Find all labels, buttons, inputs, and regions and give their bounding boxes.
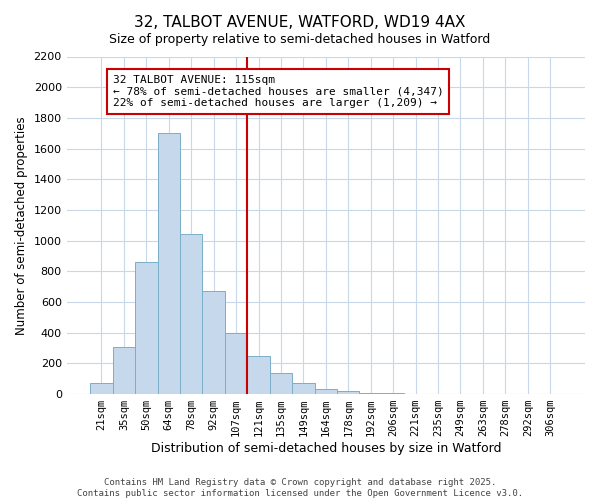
Bar bbox=[225, 332, 247, 394]
Text: 32 TALBOT AVENUE: 115sqm
← 78% of semi-detached houses are smaller (4,347)
22% o: 32 TALBOT AVENUE: 115sqm ← 78% of semi-d… bbox=[113, 75, 443, 108]
Bar bbox=[202, 292, 225, 394]
Y-axis label: Number of semi-detached properties: Number of semi-detached properties bbox=[15, 116, 28, 334]
Bar bbox=[292, 382, 314, 394]
Bar bbox=[247, 356, 270, 394]
Text: Contains HM Land Registry data © Crown copyright and database right 2025.
Contai: Contains HM Land Registry data © Crown c… bbox=[77, 478, 523, 498]
X-axis label: Distribution of semi-detached houses by size in Watford: Distribution of semi-detached houses by … bbox=[151, 442, 501, 455]
Bar bbox=[158, 133, 180, 394]
Bar bbox=[270, 372, 292, 394]
Bar bbox=[314, 388, 337, 394]
Bar bbox=[113, 346, 135, 394]
Bar bbox=[180, 234, 202, 394]
Text: Size of property relative to semi-detached houses in Watford: Size of property relative to semi-detach… bbox=[109, 32, 491, 46]
Bar bbox=[337, 391, 359, 394]
Bar bbox=[359, 392, 382, 394]
Bar bbox=[90, 384, 113, 394]
Text: 32, TALBOT AVENUE, WATFORD, WD19 4AX: 32, TALBOT AVENUE, WATFORD, WD19 4AX bbox=[134, 15, 466, 30]
Bar bbox=[135, 262, 158, 394]
